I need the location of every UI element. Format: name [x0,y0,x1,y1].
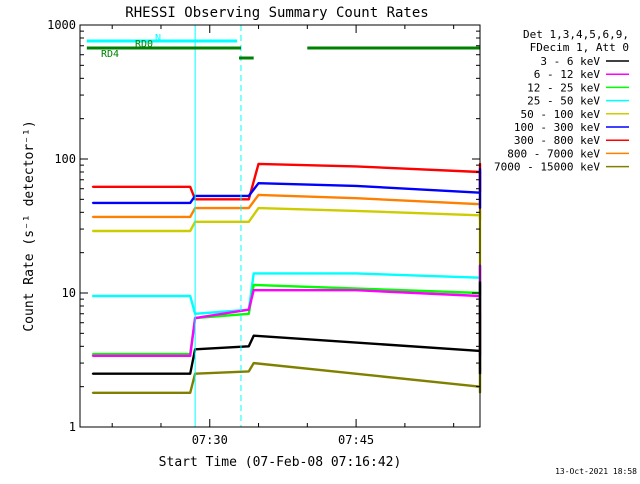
status-bar-label: RD4 [101,49,119,60]
legend-label: 25 - 50 keV [527,95,600,108]
series-1-point [91,354,94,357]
series-1-point [252,289,255,292]
y-axis-label: Count Rate (s⁻¹ detector⁻¹) [22,120,37,331]
series-1-point [189,354,192,357]
series-6-point [247,198,250,201]
y-axis: 1 10 100 1000 [47,18,480,434]
series-7-point [247,207,250,210]
legend-label: 300 - 800 keV [514,134,600,147]
x-tick-label: 07:30 [192,433,228,447]
legend-header-line-2: FDecim 1, Att 0 [530,41,629,54]
legend-label: 100 - 300 keV [514,121,600,134]
x-tick-label: 07:45 [338,433,374,447]
series-7-point [189,216,192,218]
series-5-point [91,202,94,204]
series-5-point [247,195,250,197]
series-8-point [252,362,255,364]
series-5-point [189,202,192,204]
legend-label: 7000 - 15000 keV [494,161,600,174]
plot-frame [79,24,481,428]
x-axis: 07:30 07:45 [111,25,455,447]
series-8-point [91,391,94,394]
series-2-point [252,284,255,286]
series-3-point [189,295,192,297]
vertical-marker-layer [194,25,242,427]
series-3-point [91,295,94,297]
series-5-point [257,182,260,185]
series-1-point [355,289,357,292]
legend-label: 12 - 25 keV [527,81,600,94]
x-axis-label: Start Time (07-Feb-08 07:16:42) [159,455,402,470]
series-3-point [355,272,357,275]
legend-label: 800 - 7000 keV [507,147,600,160]
series-7-point [91,216,94,218]
series-6-point [257,163,260,165]
chart-title: RHESSI Observing Summary Count Rates [125,5,428,21]
y-tick-label: 100 [54,152,76,166]
series-7-point [257,194,260,196]
y-tick-label: 1000 [47,18,76,32]
footer-timestamp: 13-Oct-2021 18:58 [555,467,637,476]
series-4-point [189,230,192,232]
series-8-point [247,370,250,373]
y-tick-label: 1 [69,420,76,434]
series-0-point [189,372,192,375]
series-4-point [91,230,94,232]
legend-header-line-1: Det 1,3,4,5,6,9, [523,28,629,41]
status-bar-label: N [155,33,161,44]
y-tick-label: 10 [62,286,76,300]
status-bar-label: RD0 [135,39,153,50]
legend-label: 3 - 6 keV [540,55,600,68]
series-5-point [355,185,357,187]
series-6-point [91,185,94,188]
series-2-point [91,353,94,355]
series-0-point [247,345,250,348]
series-3-point [252,272,255,275]
series-0-point [252,334,255,337]
legend-label: 50 - 100 keV [521,108,601,121]
legend-label: 6 - 12 keV [534,68,601,81]
series-4-point [247,220,250,223]
series-2-point [247,312,250,315]
series-4-point [257,207,260,210]
series-8-point [189,391,192,394]
series-1-point [247,308,250,311]
legend: Det 1,3,4,5,6,9, FDecim 1, Att 0 3 - 6 k… [494,28,629,174]
series-6-point [189,185,192,188]
series-4-point [355,210,357,212]
series-6-point [355,165,357,168]
series-7-point [355,197,357,200]
series-0-point [91,372,94,375]
